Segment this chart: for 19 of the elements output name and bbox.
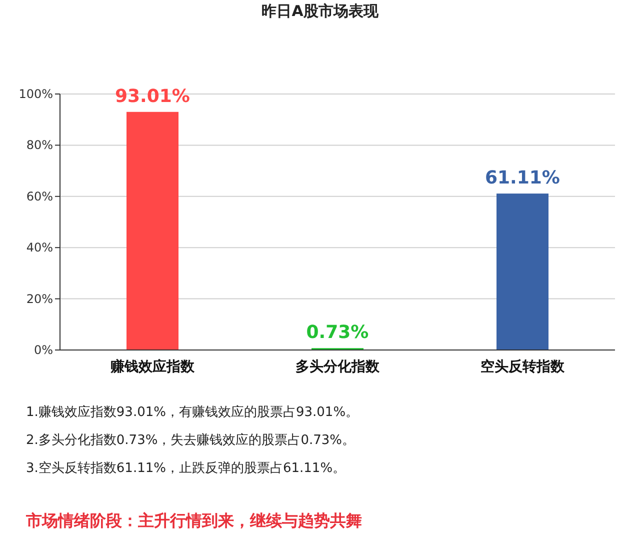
y-tick-label: 40% (26, 240, 53, 255)
text: 3.空头反转指数61.11%，止跌反弹的股票占61.11%。 (26, 461, 346, 476)
data-label: 93.01% (115, 86, 190, 107)
y-tick-label: 0% (34, 343, 53, 357)
text: 2.多头分化指数0.73%，失去赚钱效应的股票占0.73%。 (26, 432, 355, 448)
x-tick-label: 多头分化指数 (296, 359, 380, 375)
y-tick-label: 60% (26, 189, 53, 204)
data-label: 0.73% (306, 322, 369, 344)
y-tick-label: 20% (26, 292, 53, 306)
data-label: 61.11% (485, 168, 560, 189)
text: 市场情绪阶段：主升行情到来，继续与趋势共舞 (25, 511, 362, 530)
y-tick-label: 100% (18, 87, 53, 101)
bar (126, 112, 178, 350)
text: 1.赚钱效应指数93.01%，有赚钱效应的股票占93.01%。 (26, 404, 359, 420)
chart-title: 昨日A股市场表现 (262, 2, 380, 20)
y-tick-label: 80% (26, 138, 53, 152)
x-tick-label: 空头反转指数 (480, 358, 566, 375)
x-tick-label: 赚钱效应指数 (110, 358, 196, 375)
bar (496, 194, 548, 350)
